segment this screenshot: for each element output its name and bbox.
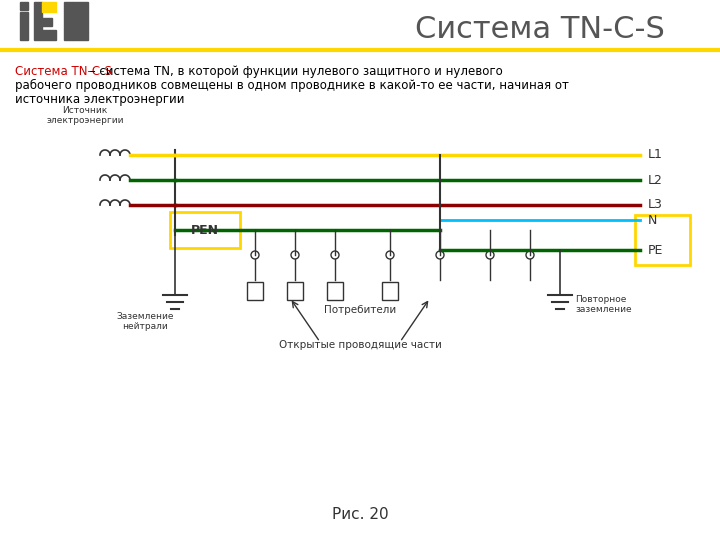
Circle shape	[436, 251, 444, 259]
Circle shape	[251, 251, 259, 259]
Bar	[72, 32, 88, 40]
Bar	[42, 2, 56, 12]
Bar	[72, 2, 88, 12]
Bar	[64, 2, 72, 40]
Bar	[247, 282, 263, 300]
Text: Система TN-C-S: Система TN-C-S	[15, 65, 112, 78]
Bar	[72, 12, 88, 22]
Circle shape	[331, 251, 339, 259]
Text: Повторное
заземление: Повторное заземление	[575, 295, 631, 314]
Circle shape	[526, 251, 534, 259]
Text: N: N	[648, 213, 657, 226]
FancyBboxPatch shape	[170, 212, 240, 248]
Text: Система TN-C-S: Система TN-C-S	[415, 16, 665, 44]
Text: PE: PE	[648, 244, 663, 256]
Circle shape	[486, 251, 494, 259]
Bar	[42, 30, 56, 40]
Text: Заземление
нейтрали: Заземление нейтрали	[116, 312, 174, 332]
Bar	[382, 282, 398, 300]
Text: – система TN, в которой функции нулевого защитного и нулевого: – система TN, в которой функции нулевого…	[86, 65, 503, 78]
Bar	[20, 12, 28, 40]
Circle shape	[386, 251, 394, 259]
Bar	[72, 22, 88, 32]
Text: L1: L1	[648, 148, 663, 161]
Text: рабочего проводников совмещены в одном проводнике в какой-то ее части, начиная о: рабочего проводников совмещены в одном п…	[15, 79, 569, 92]
Bar	[287, 282, 303, 300]
Text: Источник
электроэнергии: Источник электроэнергии	[46, 106, 124, 125]
Text: Потребители: Потребители	[324, 305, 396, 315]
Bar	[42, 18, 52, 26]
Bar	[20, 2, 28, 10]
Bar	[34, 2, 42, 40]
Bar	[327, 282, 343, 300]
Text: источника электроэнергии: источника электроэнергии	[15, 93, 184, 106]
Text: L3: L3	[648, 199, 663, 212]
FancyBboxPatch shape	[635, 215, 690, 265]
Text: PEN: PEN	[191, 224, 219, 237]
Text: L2: L2	[648, 173, 663, 186]
Text: Рис. 20: Рис. 20	[332, 507, 388, 522]
Circle shape	[291, 251, 299, 259]
Text: Открытые проводящие части: Открытые проводящие части	[279, 340, 441, 350]
